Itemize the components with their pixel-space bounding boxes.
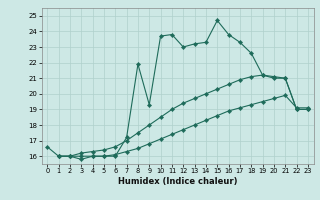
- X-axis label: Humidex (Indice chaleur): Humidex (Indice chaleur): [118, 177, 237, 186]
